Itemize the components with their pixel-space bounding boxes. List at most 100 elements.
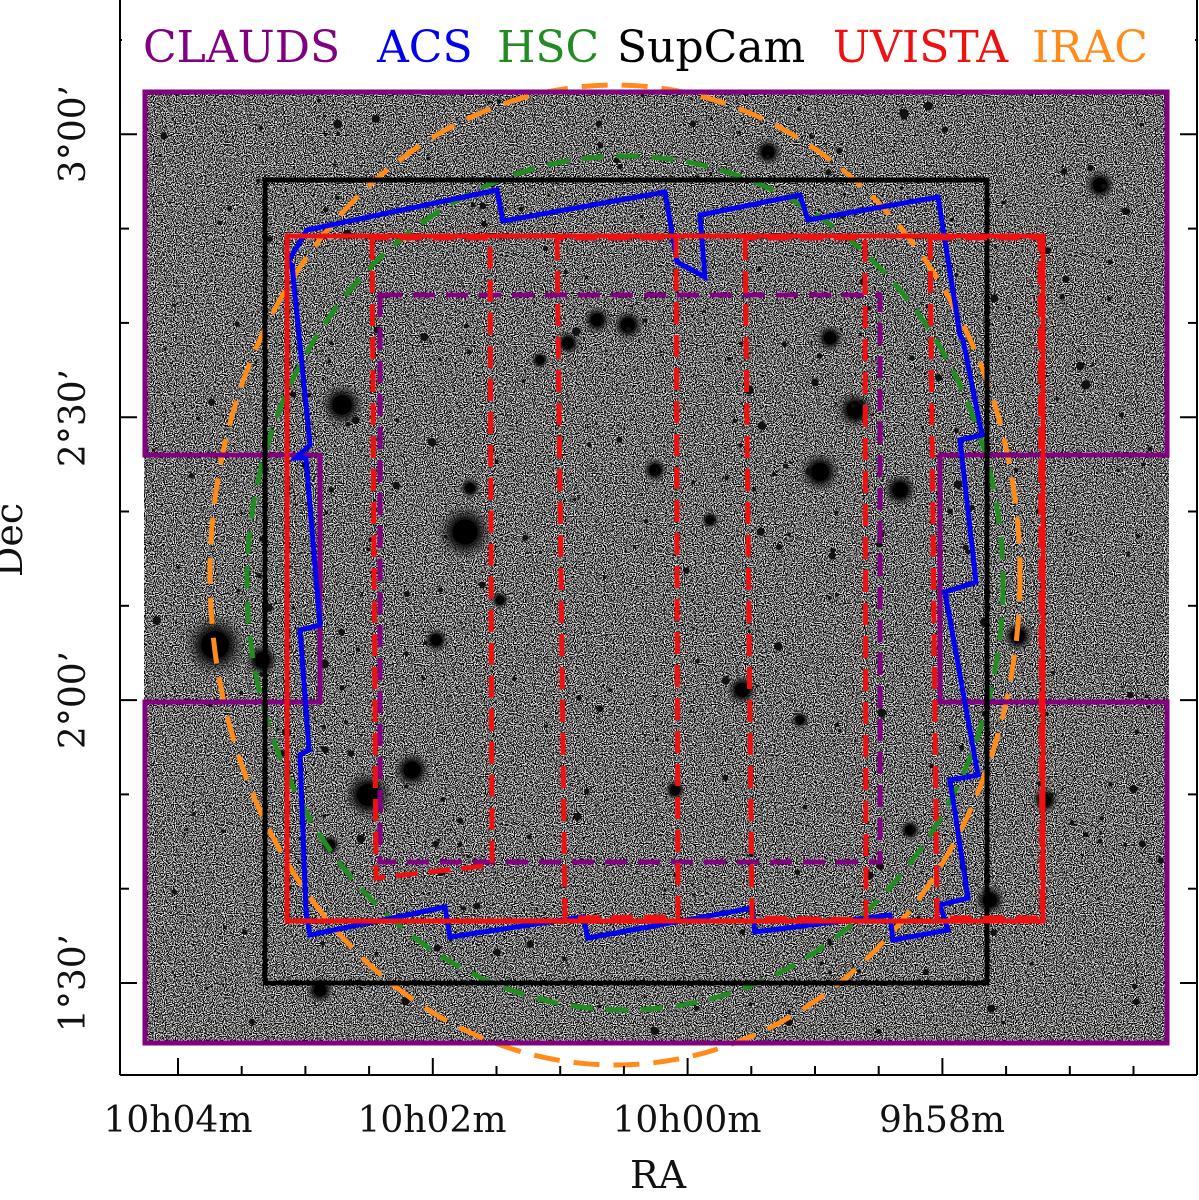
faint-source (805, 468, 812, 475)
plot-area (120, 0, 1197, 1075)
faint-source (924, 101, 933, 111)
faint-source (259, 536, 264, 542)
y-tick-labels: 1°30’ 2°00’ 2°30’ 3°00’ (53, 85, 94, 1032)
faint-source (739, 929, 746, 935)
faint-source (1069, 531, 1072, 535)
faint-source (266, 236, 273, 242)
faint-source (691, 893, 695, 897)
faint-source (834, 402, 837, 406)
faint-source (602, 575, 607, 580)
star (795, 715, 805, 725)
faint-source (587, 631, 591, 635)
faint-source (854, 739, 857, 742)
faint-source (637, 339, 641, 343)
faint-source (724, 475, 729, 480)
faint-source (663, 888, 667, 892)
faint-source (421, 676, 426, 681)
uvista-stripe-2 (554, 235, 681, 921)
faint-source (227, 206, 232, 212)
faint-source (654, 694, 658, 698)
faint-source (1128, 312, 1132, 315)
faint-source (789, 224, 792, 228)
star (823, 331, 837, 345)
faint-source (1060, 168, 1068, 175)
irac-footprint (207, 82, 1023, 1068)
faint-source (518, 206, 524, 212)
faint-source (321, 746, 329, 754)
star (403, 761, 421, 779)
faint-source (1099, 831, 1103, 834)
faint-source (738, 443, 743, 448)
faint-source (255, 178, 260, 183)
faint-source (525, 551, 528, 554)
faint-source (374, 951, 379, 956)
faint-source (356, 834, 365, 844)
faint-source (232, 444, 235, 447)
uvista-stripe-3 (742, 235, 869, 923)
faint-source (695, 659, 700, 664)
faint-source (256, 572, 262, 578)
faint-source (625, 326, 632, 332)
faint-source (783, 463, 789, 469)
faint-source (487, 100, 491, 104)
faint-source (1077, 350, 1080, 353)
faint-source (437, 838, 440, 842)
faint-source (953, 480, 963, 489)
faint-source (913, 366, 917, 370)
faint-source (837, 729, 842, 733)
faint-source (851, 895, 855, 899)
star (735, 683, 749, 697)
faint-source (689, 120, 697, 128)
faint-source (284, 189, 288, 193)
faint-source (1136, 534, 1141, 539)
faint-source (1147, 446, 1153, 452)
faint-source (969, 504, 975, 511)
faint-source (437, 357, 441, 361)
faint-source (571, 327, 581, 336)
faint-source (737, 130, 742, 135)
faint-source (466, 854, 470, 859)
faint-source (824, 142, 828, 146)
faint-source (1075, 887, 1079, 890)
faint-source (1097, 897, 1100, 900)
faint-source (152, 449, 156, 452)
faint-source (332, 163, 337, 167)
faint-source (655, 768, 658, 772)
legend-irac: IRAC (1032, 22, 1148, 73)
faint-source (208, 804, 212, 808)
faint-source (858, 399, 864, 405)
faint-source (176, 565, 181, 569)
star (562, 337, 574, 349)
faint-source (323, 132, 328, 137)
faint-source (836, 147, 843, 154)
faint-source (586, 425, 589, 429)
faint-source (1099, 816, 1104, 821)
faint-source (1101, 183, 1107, 189)
faint-source (259, 126, 264, 131)
star (465, 483, 475, 493)
faint-source (479, 202, 487, 210)
faint-source (640, 93, 645, 98)
faint-source (644, 297, 647, 300)
faint-source (316, 98, 321, 103)
faint-source (1146, 705, 1151, 709)
faint-source (921, 426, 924, 429)
faint-source (390, 172, 393, 175)
faint-source (613, 157, 620, 164)
faint-source (1131, 983, 1138, 990)
x-tick-label: 10h00m (613, 1100, 762, 1141)
faint-source (842, 813, 845, 816)
faint-source (572, 985, 575, 989)
faint-source (1107, 259, 1113, 265)
star (810, 462, 830, 482)
faint-source (409, 365, 413, 369)
faint-source (935, 374, 943, 382)
faint-source (655, 738, 659, 742)
faint-source (729, 748, 732, 752)
faint-source (692, 627, 696, 630)
faint-source (163, 347, 167, 351)
faint-source (192, 812, 196, 816)
faint-source (953, 428, 959, 433)
faint-source (858, 332, 863, 337)
